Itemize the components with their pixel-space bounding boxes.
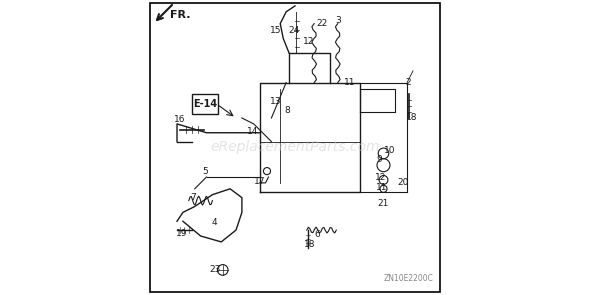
Text: 16: 16 <box>174 115 186 124</box>
Text: 21: 21 <box>378 199 389 208</box>
Text: 12: 12 <box>375 173 386 181</box>
Text: 6: 6 <box>314 230 320 239</box>
Text: eReplacementParts.com: eReplacementParts.com <box>210 140 380 155</box>
Text: 11: 11 <box>376 183 388 192</box>
Text: 20: 20 <box>397 178 408 187</box>
Text: 8: 8 <box>285 106 290 115</box>
Text: 14: 14 <box>247 127 258 136</box>
Text: 23: 23 <box>209 266 221 274</box>
Text: 24: 24 <box>288 27 299 35</box>
Text: 3: 3 <box>335 16 340 25</box>
Text: 22: 22 <box>316 19 327 28</box>
Text: 18: 18 <box>304 240 316 249</box>
Text: 2: 2 <box>406 78 411 87</box>
Text: 4: 4 <box>211 218 217 227</box>
Text: 18: 18 <box>406 114 417 122</box>
Text: 17: 17 <box>254 177 266 186</box>
FancyBboxPatch shape <box>192 94 218 114</box>
Text: 9: 9 <box>376 155 382 164</box>
Text: 13: 13 <box>270 97 281 106</box>
Text: 11: 11 <box>344 78 355 87</box>
Text: 10: 10 <box>384 146 395 155</box>
Text: ZN10E2200C: ZN10E2200C <box>384 274 434 283</box>
Text: 5: 5 <box>202 167 208 176</box>
Text: 15: 15 <box>270 27 281 35</box>
Text: FR.: FR. <box>170 10 190 20</box>
Text: 12: 12 <box>303 37 314 46</box>
Text: 7: 7 <box>191 193 196 202</box>
Text: E-14: E-14 <box>193 99 217 109</box>
Text: 19: 19 <box>176 229 187 237</box>
